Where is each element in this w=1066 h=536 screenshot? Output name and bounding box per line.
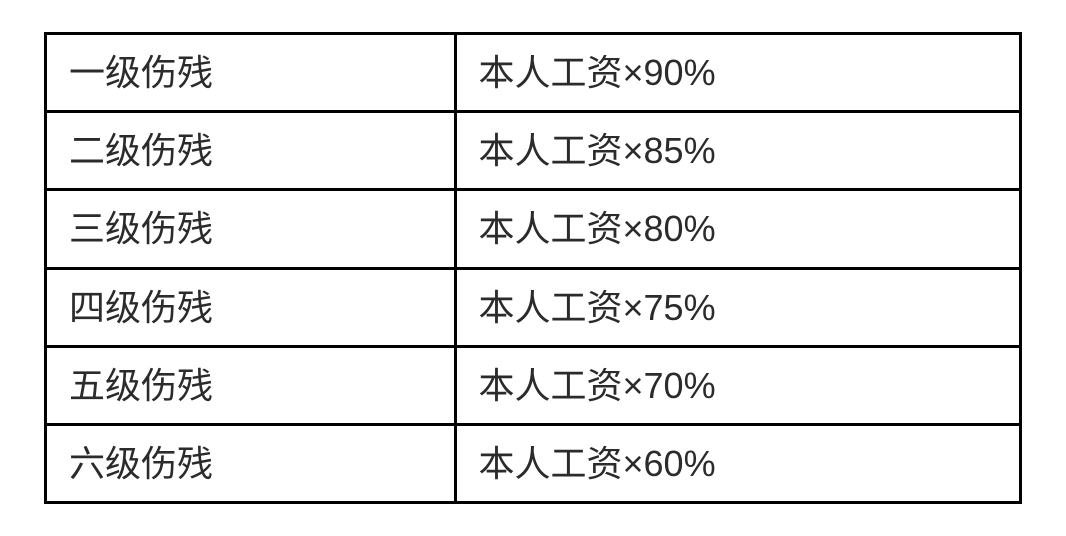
cell-value: 本人工资×85% (455, 112, 1021, 190)
cell-value: 本人工资×80% (455, 190, 1021, 268)
cell-value: 本人工资×75% (455, 268, 1021, 346)
cell-level: 三级伤残 (46, 190, 456, 268)
table-row: 三级伤残 本人工资×80% (46, 190, 1021, 268)
table-row: 五级伤残 本人工资×70% (46, 346, 1021, 424)
table-container: 一级伤残 本人工资×90% 二级伤残 本人工资×85% 三级伤残 本人工资×80… (0, 0, 1066, 536)
disability-allowance-table: 一级伤残 本人工资×90% 二级伤残 本人工资×85% 三级伤残 本人工资×80… (44, 32, 1022, 504)
table-row: 二级伤残 本人工资×85% (46, 112, 1021, 190)
cell-level: 五级伤残 (46, 346, 456, 424)
cell-level: 六级伤残 (46, 424, 456, 502)
cell-value: 本人工资×90% (455, 34, 1021, 112)
cell-value: 本人工资×70% (455, 346, 1021, 424)
cell-level: 四级伤残 (46, 268, 456, 346)
table-row: 一级伤残 本人工资×90% (46, 34, 1021, 112)
table-row: 六级伤残 本人工资×60% (46, 424, 1021, 502)
table-row: 四级伤残 本人工资×75% (46, 268, 1021, 346)
cell-level: 二级伤残 (46, 112, 456, 190)
cell-level: 一级伤残 (46, 34, 456, 112)
cell-value: 本人工资×60% (455, 424, 1021, 502)
